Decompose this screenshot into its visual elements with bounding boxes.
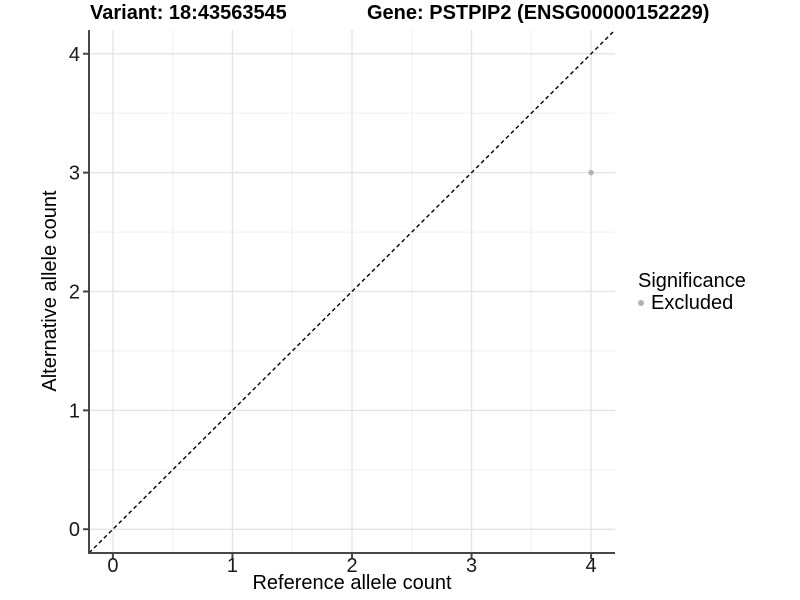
x-axis-title: Reference allele count xyxy=(252,572,452,594)
tick-marks xyxy=(83,52,593,559)
x-tick-label: 2 xyxy=(346,555,357,577)
variant-title: Variant: 18:43563545 xyxy=(90,2,287,24)
y-axis-title: Alternative allele count xyxy=(39,190,61,392)
x-tick-label: 1 xyxy=(227,555,238,577)
gridlines-major xyxy=(89,30,615,553)
x-tick-label: 3 xyxy=(466,555,477,577)
y-tick-label: 1 xyxy=(69,400,80,422)
y-tick-label: 3 xyxy=(69,163,80,185)
gene-title: Gene: PSTPIP2 (ENSG00000152229) xyxy=(367,2,710,24)
y-tick-label: 0 xyxy=(69,519,80,541)
legend: Significance Excluded xyxy=(638,271,746,313)
tick-labels: 0 1 2 3 4 0 1 2 3 4 xyxy=(69,44,597,577)
data-points xyxy=(588,169,594,176)
excluded-point-icon xyxy=(638,300,644,306)
legend-item-excluded: Excluded xyxy=(638,293,746,313)
legend-item-label: Excluded xyxy=(651,292,734,314)
y-tick-label: 4 xyxy=(69,44,80,66)
legend-title: Significance xyxy=(638,270,746,292)
x-tick-label: 4 xyxy=(586,555,597,577)
data-point xyxy=(588,169,594,176)
x-tick-label: 0 xyxy=(107,555,118,577)
y-tick-label: 2 xyxy=(69,282,80,304)
identity-line-group xyxy=(88,29,616,554)
identity-line xyxy=(88,29,616,554)
